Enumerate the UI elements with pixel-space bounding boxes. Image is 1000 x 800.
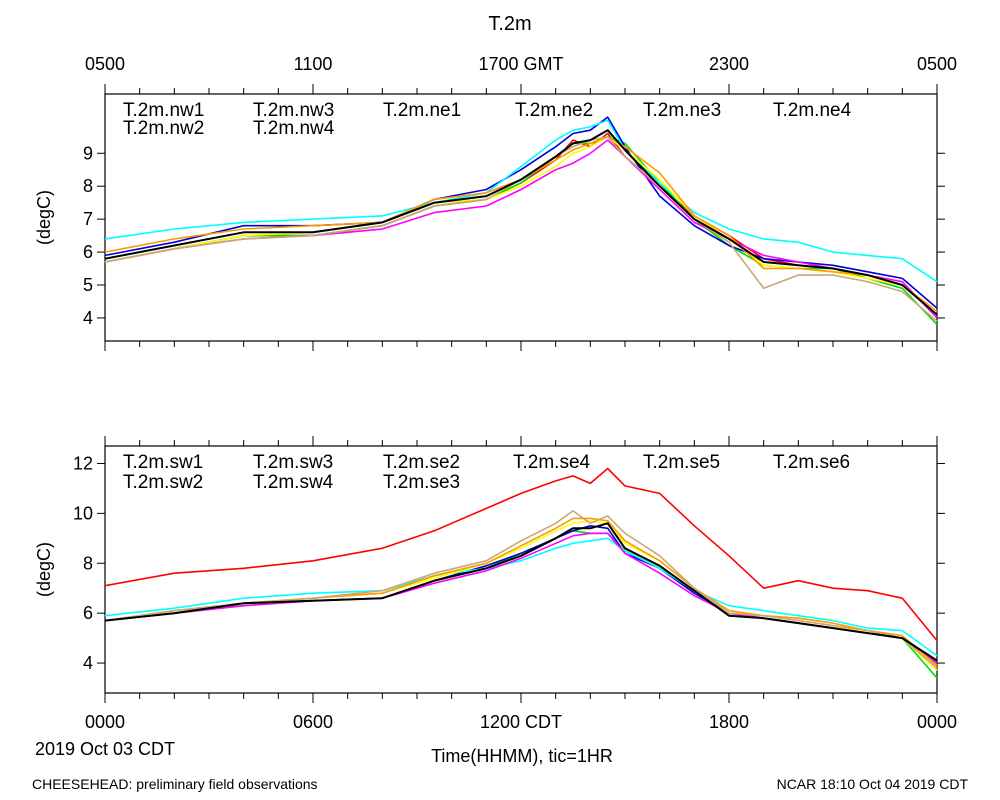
legend-entry-T.2m.sw3: T.2m.sw3 [253,452,333,473]
legend-entry-T.2m.nw2: T.2m.nw2 [123,118,204,139]
legend-entry-T.2m.sw4: T.2m.sw4 [253,472,334,493]
date-label: 2019 Oct 03 CDT [35,739,175,759]
legend-entry-T.2m.nw1: T.2m.nw1 [123,100,204,121]
top-y-axis-label: (degC) [34,190,54,245]
series-line-T.2m.nw3 [104,116,938,309]
x-axis-title: Time(HHMM), tic=1HR [431,746,613,766]
legend-entry-T.2m.se3: T.2m.se3 [383,472,460,493]
y-tick-label: 7 [83,209,93,229]
legend-entry-T.2m.nw3: T.2m.nw3 [253,100,334,121]
y-tick-label: 4 [83,653,93,673]
legend-entry-T.2m.sw1: T.2m.sw1 [123,452,203,473]
bottom-x-tick-label: 1200 CDT [480,712,562,732]
top-x-tick-label: 0500 [917,54,957,74]
series-line-T.2m.nw4 [104,119,938,283]
series-line-T.2m.ne3 [104,136,938,313]
series-line-T.2m.ne4 [104,136,938,322]
bottom-x-tick-label: 0000 [85,712,125,732]
y-tick-label: 6 [83,603,93,623]
top-plot-frame [104,93,938,342]
footer-left: CHEESEHEAD: preliminary field observatio… [32,776,318,792]
top-x-tick-label: 1700 GMT [478,54,563,74]
bottom-x-tick-label: 1800 [709,712,749,732]
bottom-x-tick-label: 0600 [293,712,333,732]
legend-entry-T.2m.se2: T.2m.se2 [383,452,460,473]
figure-title: T.2m [488,13,531,35]
y-tick-label: 12 [73,453,93,473]
y-tick-label: 8 [83,553,93,573]
top-panel: 456789(degC)T.2m.nw1T.2m.nw2T.2m.nw3T.2m… [34,84,945,351]
legend-entry-T.2m.se6: T.2m.se6 [773,452,850,473]
y-tick-label: 4 [83,308,93,328]
top-x-tick-label: 2300 [709,54,749,74]
y-tick-label: 9 [83,143,93,163]
top-x-tick-label: 1100 [294,54,333,74]
legend-entry-T.2m.ne2: T.2m.ne2 [515,100,593,121]
legend-entry-T.2m.nw4: T.2m.nw4 [253,118,335,139]
footer-right: NCAR 18:10 Oct 04 2019 CDT [777,776,969,792]
legend-entry-T.2m.sw2: T.2m.sw2 [123,472,203,493]
legend-entry-T.2m.ne1: T.2m.ne1 [383,100,461,121]
y-tick-label: 8 [83,176,93,196]
bottom-panel: 4681012(degC)T.2m.sw1T.2m.sw2T.2m.sw3T.2… [34,436,945,703]
bottom-y-axis-label: (degC) [34,542,54,597]
series-line-mean [104,129,938,316]
bottom-x-tick-label: 0000 [917,712,957,732]
legend-entry-T.2m.se5: T.2m.se5 [643,452,720,473]
top-x-tick-label: 0500 [85,54,125,74]
x-axis-labels: 0500 1100 1700 GMT 2300 0500 0000 0600 1200 CDT… [85,54,957,732]
series-line-T.2m.sw1 [104,467,938,642]
series-line-T.2m.se5 [104,510,938,669]
legend-entry-T.2m.ne4: T.2m.ne4 [773,100,852,121]
y-tick-label: 5 [83,275,93,295]
legend-entry-T.2m.se4: T.2m.se4 [513,452,591,473]
series-line-T.2m.se3 [104,519,938,672]
series-line-T.2m.sw4 [104,537,938,657]
y-tick-label: 6 [83,242,93,262]
series-line-T.2m.se6 [104,522,938,662]
legend-entry-T.2m.ne3: T.2m.ne3 [643,100,721,121]
series-line-T.2m.ne2 [104,136,938,316]
y-tick-label: 10 [73,503,93,523]
series-line-T.2m.ne1 [104,139,938,319]
